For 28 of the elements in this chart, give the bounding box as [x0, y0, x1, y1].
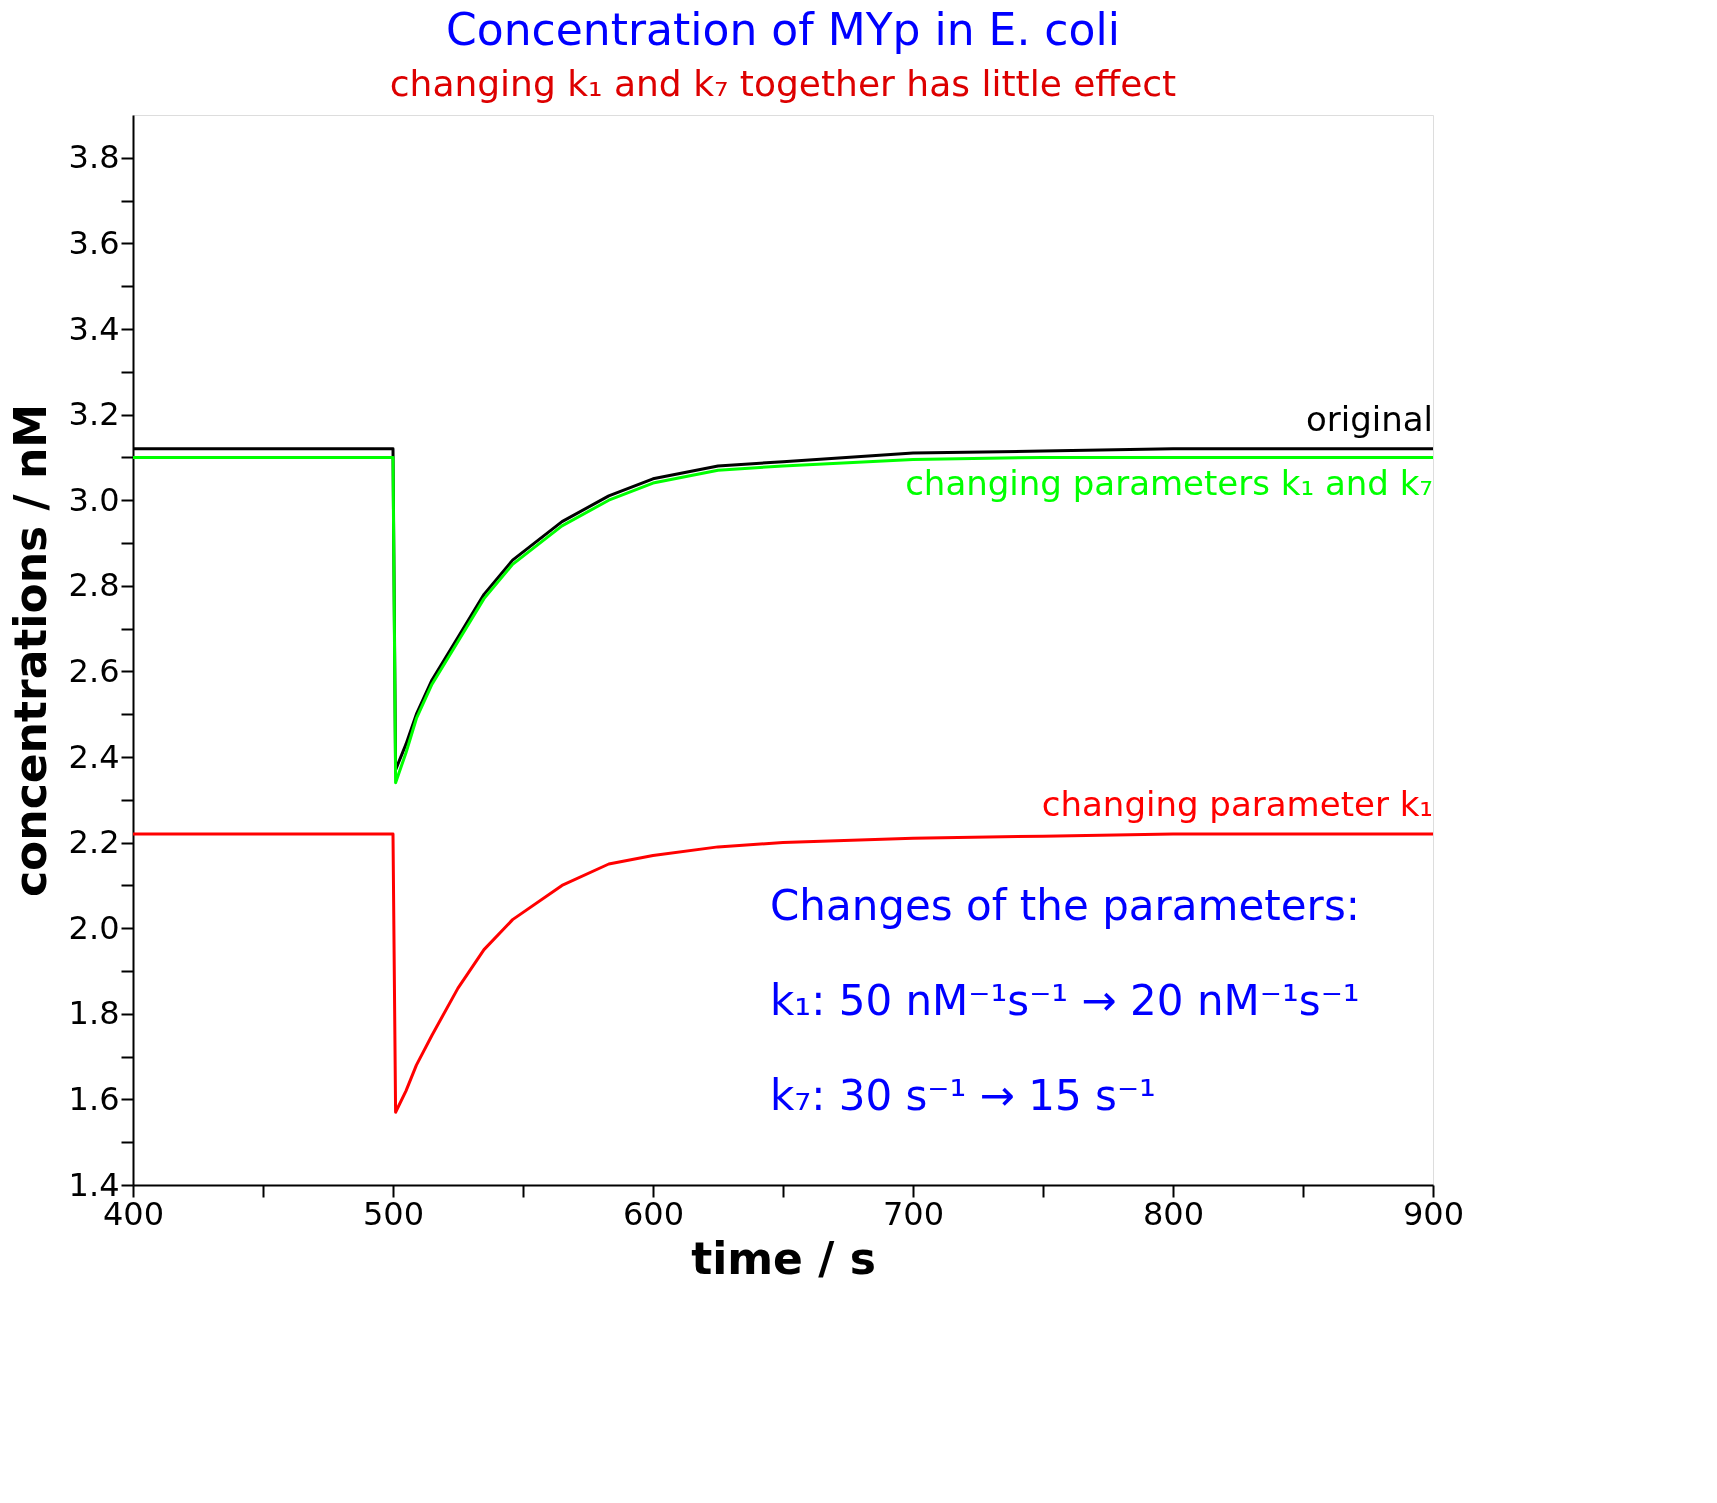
- annotation: k₁: 50 nM⁻¹s⁻¹ → 20 nM⁻¹s⁻¹: [770, 975, 1360, 1025]
- x-tick-label: 500: [362, 1194, 425, 1233]
- x-tick-label: 600: [622, 1194, 685, 1233]
- chart-title: Concentration of MYp in E. coli: [446, 4, 1120, 55]
- series-label: changing parameters k₁ and k₇: [905, 463, 1433, 504]
- x-tick-label: 700: [882, 1194, 945, 1233]
- series-label: changing parameter k₁: [1041, 784, 1433, 825]
- y-tick-label: 3.4: [68, 309, 120, 348]
- y-tick-label: 1.6: [68, 1079, 120, 1118]
- chart-subtitle: changing k₁ and k₇ together has little effect: [389, 63, 1177, 104]
- x-tick-label: 900: [1402, 1194, 1465, 1233]
- y-tick-label: 2.8: [68, 566, 120, 605]
- y-tick-label: 2.6: [68, 651, 120, 690]
- y-tick-label: 3.8: [68, 138, 120, 177]
- x-tick-label: 800: [1142, 1194, 1205, 1233]
- y-tick-label: 3.0: [68, 480, 120, 519]
- y-tick-label: 2.0: [68, 908, 120, 947]
- y-tick-label: 3.6: [68, 223, 120, 262]
- x-axis-title: time / s: [691, 1232, 876, 1284]
- y-tick-label: 2.2: [68, 823, 120, 862]
- y-tick-label: 2.4: [68, 737, 120, 776]
- y-tick-label: 1.8: [68, 994, 120, 1033]
- y-tick-label: 3.2: [68, 395, 120, 434]
- y-axis-title: concentrations / nM: [4, 404, 56, 897]
- annotation: k₇: 30 s⁻¹ → 15 s⁻¹: [770, 1070, 1156, 1120]
- series-label: original: [1305, 398, 1433, 439]
- annotation: Changes of the parameters:: [770, 880, 1360, 930]
- line-series: [131, 832, 1435, 1114]
